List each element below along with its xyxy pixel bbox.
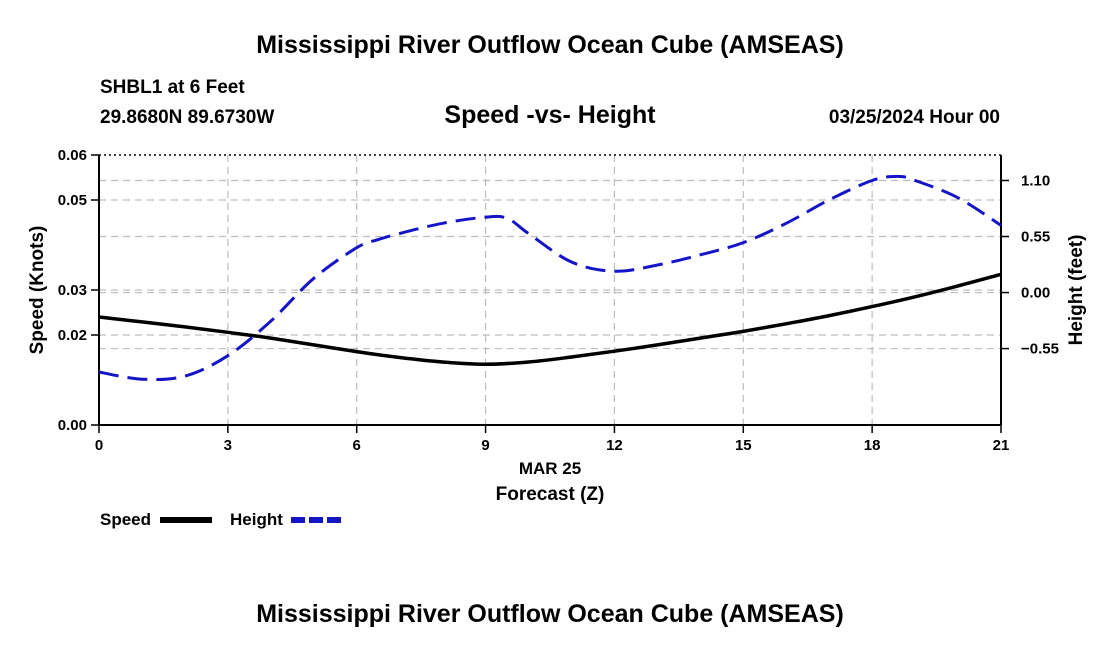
date-label: 03/25/2024 Hour 00 [828, 107, 1000, 128]
x-tick-label: 0 [95, 437, 103, 454]
y-left-tick-label: 0.05 [58, 192, 87, 209]
y-left-tick-label: 0.02 [58, 327, 87, 344]
legend-speed: Speed [100, 510, 151, 530]
x-tick-label: 9 [481, 437, 489, 454]
x-tick-label: 12 [606, 437, 623, 454]
y-left-axis-label: Speed (Knots) [27, 226, 48, 355]
main-title: Mississippi River Outflow Ocean Cube (AM… [256, 31, 844, 59]
legend-speed-swatch [160, 517, 212, 523]
y-left-tick-label: 0.03 [58, 282, 87, 299]
y-right-tick-label: 0.55 [1021, 229, 1050, 246]
x-tick-label: 15 [735, 437, 752, 454]
series-line-speed [98, 272, 1002, 367]
x-tick-label: 6 [353, 437, 361, 454]
x-date-label: MAR 25 [519, 459, 581, 478]
y-right-tick-label: 0.00 [1021, 285, 1050, 302]
legend-height: Height [230, 510, 283, 530]
series-line-height [98, 174, 1002, 382]
x-tick-label: 18 [864, 437, 881, 454]
y-right-tick-label: −0.55 [1021, 341, 1059, 358]
x-tick-label: 21 [993, 437, 1010, 454]
chart-title: Speed -vs- Height [444, 101, 656, 129]
y-left-tick-label: 0.06 [58, 147, 87, 164]
y-right-axis-label: Height (feet) [1066, 235, 1087, 346]
legend-height-label: Height [230, 510, 283, 529]
y-right-tick-label: 1.10 [1021, 172, 1050, 189]
x-tick-label: 3 [224, 437, 232, 454]
legend-height-swatch [291, 517, 343, 523]
x-axis-label: Forecast (Z) [496, 484, 605, 505]
legend-speed-label: Speed [100, 510, 152, 529]
coordinates-label: 29.8680N 89.6730W [100, 107, 275, 128]
footer-title: Mississippi River Outflow Ocean Cube (AM… [256, 600, 844, 628]
y-left-tick-label: 0.00 [58, 417, 87, 434]
station-label: SHBL1 at 6 Feet [100, 77, 245, 98]
